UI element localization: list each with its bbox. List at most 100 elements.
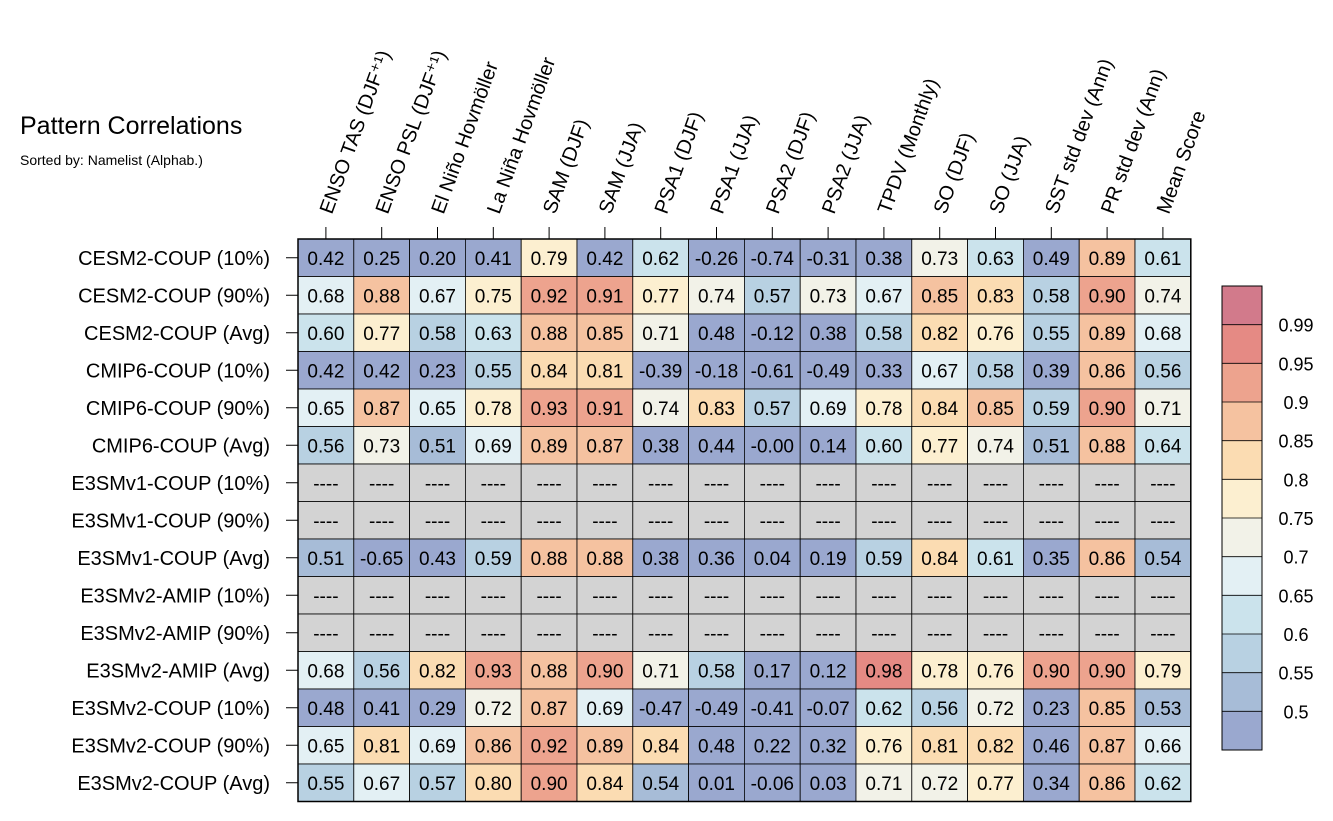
row-label: CESM2-COUP (90%) [78,285,270,307]
heatmap-cell [464,613,522,652]
cell-value: ---- [313,586,338,607]
heatmap-cell [632,726,689,765]
cell-value: ---- [425,474,450,495]
cell-value: 0.75 [475,286,512,307]
heatmap-cell [632,276,689,315]
cell-value: 0.79 [531,249,568,270]
column-label: SO (JJA) [986,133,1034,217]
cell-value: ---- [1039,511,1064,532]
heatmap-cell [1023,351,1080,390]
cell-value: 0.57 [754,286,791,307]
colorbar-segment [1222,363,1262,402]
heatmap-cell [632,313,689,352]
chart-title: Pattern Correlations [20,112,243,140]
cell-value: 0.58 [419,324,456,345]
heatmap-cell [799,576,857,615]
cell-value: 0.41 [363,699,400,720]
heatmap-cell [967,763,1024,802]
column-label: SAM (DJF) [539,116,593,216]
cell-value: ---- [927,624,952,645]
heatmap-cell [799,688,857,727]
cell-value: 0.56 [363,661,400,682]
cell-value: 0.84 [921,549,958,570]
cell-value: 0.76 [865,736,902,757]
cell-value: 0.65 [307,399,344,420]
row-label: E3SMv2-AMIP (Avg) [86,660,270,682]
heatmap-cell [799,238,857,277]
heatmap-cell [744,238,801,277]
colorbar-label: 0.7 [1283,548,1308,568]
heatmap-cell [1023,538,1080,577]
heatmap-cell [1023,726,1080,765]
heatmap-cell [576,351,634,390]
cell-value: 0.78 [475,399,512,420]
heatmap-cell [1078,576,1136,615]
cell-value: ---- [983,511,1008,532]
cell-value: 0.83 [977,286,1014,307]
cell-value: 0.51 [1033,436,1070,457]
heatmap-cell [855,351,913,390]
cell-value: ---- [927,511,952,532]
heatmap-cell [744,501,801,540]
colorbar-label: 0.99 [1278,316,1313,336]
cell-value: 0.87 [363,399,400,420]
cell-value: -0.47 [639,699,682,720]
cell-value: 0.62 [642,249,679,270]
cell-value: 0.93 [531,399,568,420]
cell-value: 0.58 [977,361,1014,382]
cell-value: 0.69 [419,736,456,757]
cell-value: 0.91 [586,286,623,307]
cell-value: 0.32 [810,736,847,757]
cell-value: ---- [704,511,729,532]
heatmap-cell [520,426,578,465]
column-label: PSA2 (JJA) [818,112,874,217]
heatmap-cell [353,276,410,315]
cell-value: ---- [1039,586,1064,607]
cell-value: -0.07 [806,699,849,720]
cell-value: 0.58 [865,324,902,345]
cell-value: 0.42 [363,361,400,382]
heatmap-cell [409,313,466,352]
heatmap-cell [297,538,355,577]
heatmap-cell [576,613,634,652]
cell-value: 0.90 [531,774,568,795]
cell-value: ---- [760,511,785,532]
cell-value: 0.71 [1144,399,1181,420]
heatmap-cell [632,613,689,652]
heatmap-cell [688,463,745,502]
heatmap-cell [353,501,410,540]
cell-value: ---- [760,624,785,645]
heatmap-cell [409,463,466,502]
row-label: E3SMv1-COUP (10%) [71,473,270,495]
heatmap-cell [520,538,578,577]
cell-value: 0.86 [1089,774,1126,795]
column-label: SO (DJF) [930,130,980,217]
heatmap-cell [520,613,578,652]
cell-value: 0.74 [642,399,679,420]
heatmap-cell [744,763,801,802]
cell-value: 0.46 [1033,736,1070,757]
cell-value: ---- [536,586,561,607]
heatmap-cell [464,276,522,315]
heatmap-cell [576,763,634,802]
heatmap-cell [353,688,410,727]
chart-subtitle: Sorted by: Namelist (Alphab.) [20,152,203,168]
cell-value: -0.12 [751,324,794,345]
heatmap-cell [576,501,634,540]
cell-value: ---- [1094,586,1119,607]
cell-value: 0.84 [921,399,958,420]
cell-value: ---- [815,586,840,607]
cell-value: ---- [871,511,896,532]
cell-value: ---- [425,511,450,532]
heatmap-cell [576,388,634,427]
column-label: PSA1 (DJF) [651,109,708,217]
cell-value: 0.62 [865,699,902,720]
cell-value: 0.88 [531,324,568,345]
heatmap-cell [967,351,1024,390]
cell-value: -0.65 [360,549,403,570]
cell-value: 0.57 [754,399,791,420]
cell-value: 0.92 [531,736,568,757]
cell-value: 0.76 [977,324,1014,345]
cell-value: ---- [313,624,338,645]
cell-value: 0.82 [921,324,958,345]
